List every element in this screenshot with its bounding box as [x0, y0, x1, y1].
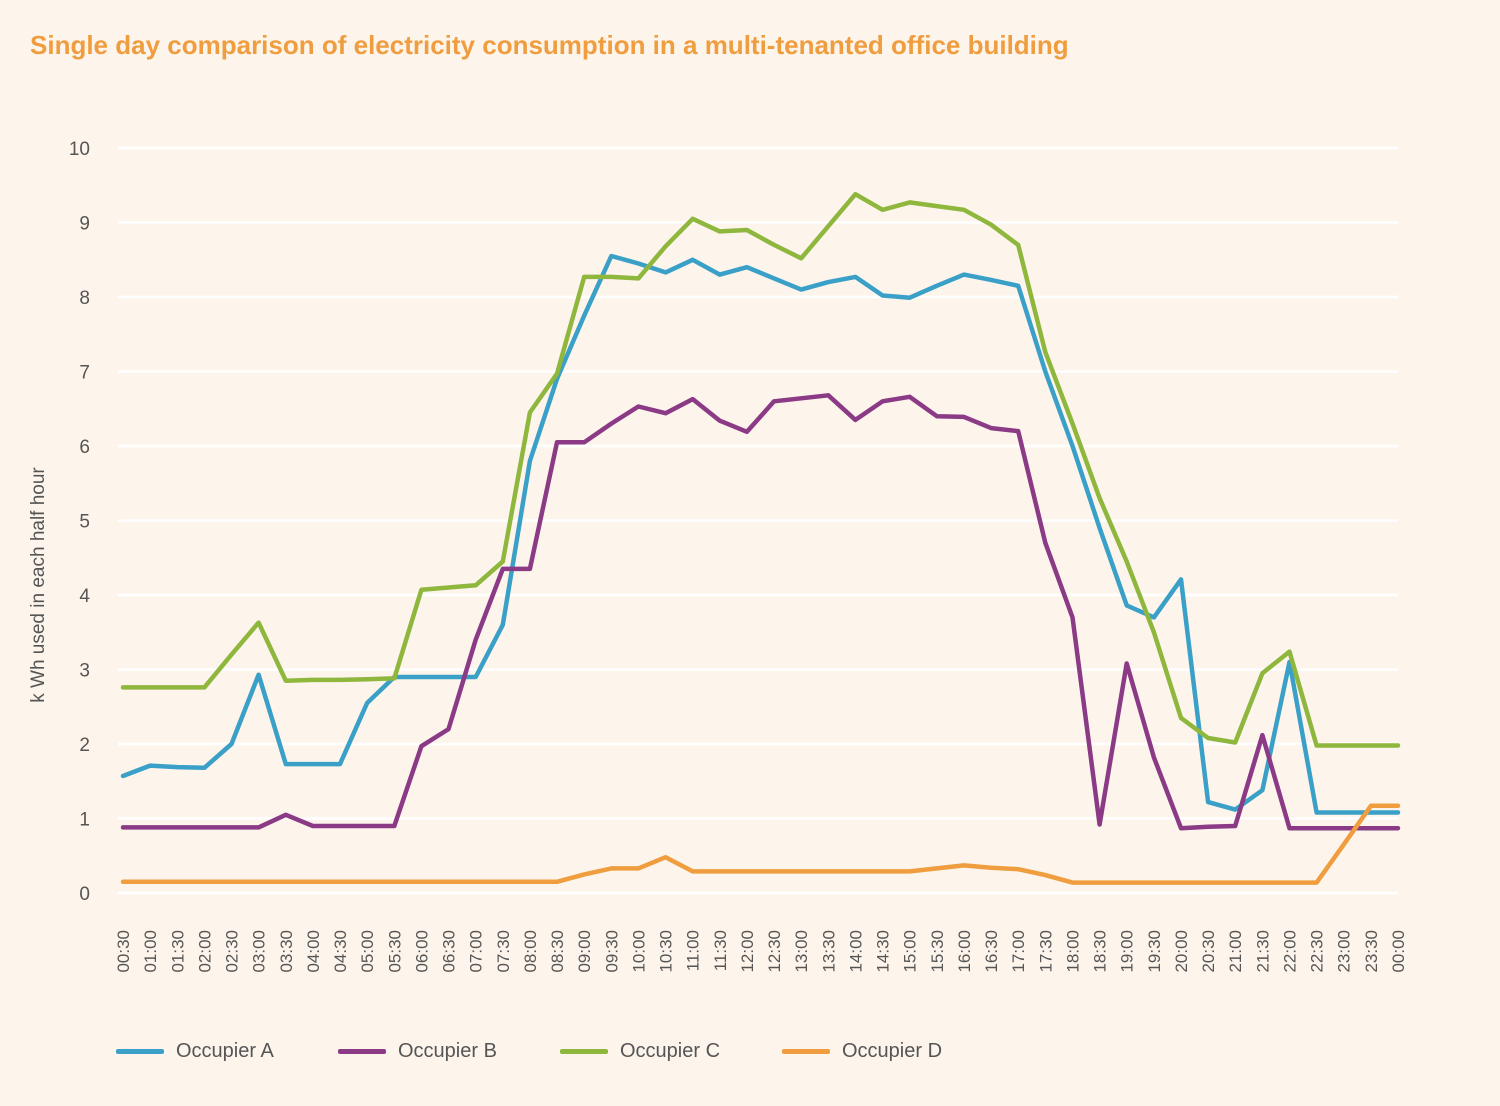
x-tick-label: 09:30	[602, 930, 621, 973]
y-tick-label: 8	[79, 288, 90, 309]
x-tick-label: 22:00	[1280, 930, 1299, 973]
x-tick-label: 16:30	[982, 930, 1001, 973]
legend-label: Occupier D	[842, 1040, 943, 1062]
x-tick-label: 00:00	[1389, 930, 1408, 973]
series-line-occupier-c	[120, 191, 1401, 748]
x-tick-label: 10:30	[657, 930, 676, 973]
x-tick-label: 00:30	[114, 930, 133, 973]
y-tick-label: 3	[79, 661, 90, 682]
y-tick-label: 0	[79, 884, 90, 905]
legend-swatch	[116, 1049, 164, 1054]
legend-item: Occupier D	[782, 1040, 1004, 1063]
x-tick-label: 10:00	[629, 930, 648, 973]
y-tick-label: 2	[79, 735, 90, 756]
x-tick-label: 05:00	[358, 930, 377, 973]
legend-item: Occupier C	[560, 1040, 782, 1063]
x-tick-label: 23:00	[1335, 930, 1354, 973]
y-tick-label: 7	[79, 363, 90, 384]
x-tick-label: 13:00	[792, 930, 811, 973]
chart-title: Single day comparison of electricity con…	[30, 30, 1069, 60]
x-tick-label: 15:00	[901, 930, 920, 973]
x-tick-label: 23:30	[1362, 930, 1381, 973]
series-lines	[120, 191, 1401, 885]
x-tick-label: 12:30	[765, 930, 784, 973]
y-tick-label: 5	[79, 512, 90, 533]
x-tick-label: 21:30	[1253, 930, 1272, 973]
y-tick-label: 4	[79, 586, 90, 607]
legend-label: Occupier C	[620, 1040, 721, 1062]
x-tick-label: 03:00	[250, 930, 269, 973]
x-tick-label: 06:00	[412, 930, 431, 973]
x-tick-label: 09:00	[575, 930, 594, 973]
x-tick-label: 19:00	[1118, 930, 1137, 973]
x-tick-label: 11:30	[711, 930, 730, 971]
x-tick-label: 22:30	[1308, 930, 1327, 973]
y-tick-label: 10	[69, 139, 90, 160]
y-tick-label: 9	[79, 214, 90, 235]
x-tick-label: 07:00	[467, 930, 486, 973]
x-tick-label: 04:30	[331, 930, 350, 973]
x-tick-label: 19:30	[1145, 930, 1164, 973]
x-tick-label: 02:30	[223, 930, 242, 973]
y-tick-label: 6	[79, 437, 90, 458]
x-tick-label: 06:30	[440, 930, 459, 973]
x-tick-label: 08:00	[521, 930, 540, 973]
y-tick-label: 1	[79, 810, 90, 831]
gridlines	[118, 146, 1398, 895]
x-tick-label: 20:30	[1199, 930, 1218, 973]
x-tick-label: 20:00	[1172, 930, 1191, 973]
y-axis-ticks: 0 1 2 3 4 5 6 7 8 9 10	[69, 139, 91, 905]
legend-swatch	[560, 1049, 608, 1054]
series-line-occupier-d	[120, 803, 1401, 885]
x-tick-label: 16:00	[955, 930, 974, 973]
x-tick-label: 07:30	[494, 930, 513, 973]
series-line-occupier-b	[120, 393, 1401, 831]
x-tick-label: 11:00	[684, 930, 703, 971]
x-tick-label: 12:00	[738, 930, 757, 973]
x-tick-label: 05:30	[385, 930, 404, 973]
line-chart: 0 1 2 3 4 5 6 7 8 9 10 00:30 01:00 01:30 02:00 02:30 03…	[28, 139, 1408, 973]
legend-swatch	[782, 1049, 830, 1054]
legend-swatch	[338, 1049, 386, 1054]
legend-item: Occupier A	[116, 1040, 338, 1063]
x-tick-label: 17:30	[1036, 930, 1055, 973]
legend-item: Occupier B	[338, 1040, 560, 1063]
x-tick-label: 18:30	[1091, 930, 1110, 973]
legend-label: Occupier B	[398, 1040, 497, 1062]
x-tick-label: 13:30	[819, 930, 838, 973]
legend: Occupier A Occupier B Occupier C Occupier D	[116, 1040, 1004, 1063]
x-tick-label: 14:30	[874, 930, 893, 973]
x-tick-label: 01:30	[168, 930, 187, 973]
series-line-occupier-a	[120, 253, 1401, 815]
x-tick-label: 21:00	[1226, 930, 1245, 973]
x-tick-label: 03:30	[277, 930, 296, 973]
x-tick-label: 04:00	[304, 930, 323, 973]
x-tick-label: 01:00	[141, 930, 160, 973]
x-tick-label: 02:00	[195, 930, 214, 973]
y-axis-label: k Wh used in each half hour	[28, 467, 49, 703]
x-tick-label: 08:30	[548, 930, 567, 973]
legend-label: Occupier A	[176, 1040, 274, 1062]
x-tick-label: 14:00	[846, 930, 865, 973]
x-axis-ticks: 00:30 01:00 01:30 02:00 02:30 03:00 03:30 04:00…	[114, 930, 1408, 973]
x-tick-label: 17:00	[1009, 930, 1028, 973]
x-tick-label: 18:00	[1063, 930, 1082, 973]
x-tick-label: 15:30	[928, 930, 947, 973]
